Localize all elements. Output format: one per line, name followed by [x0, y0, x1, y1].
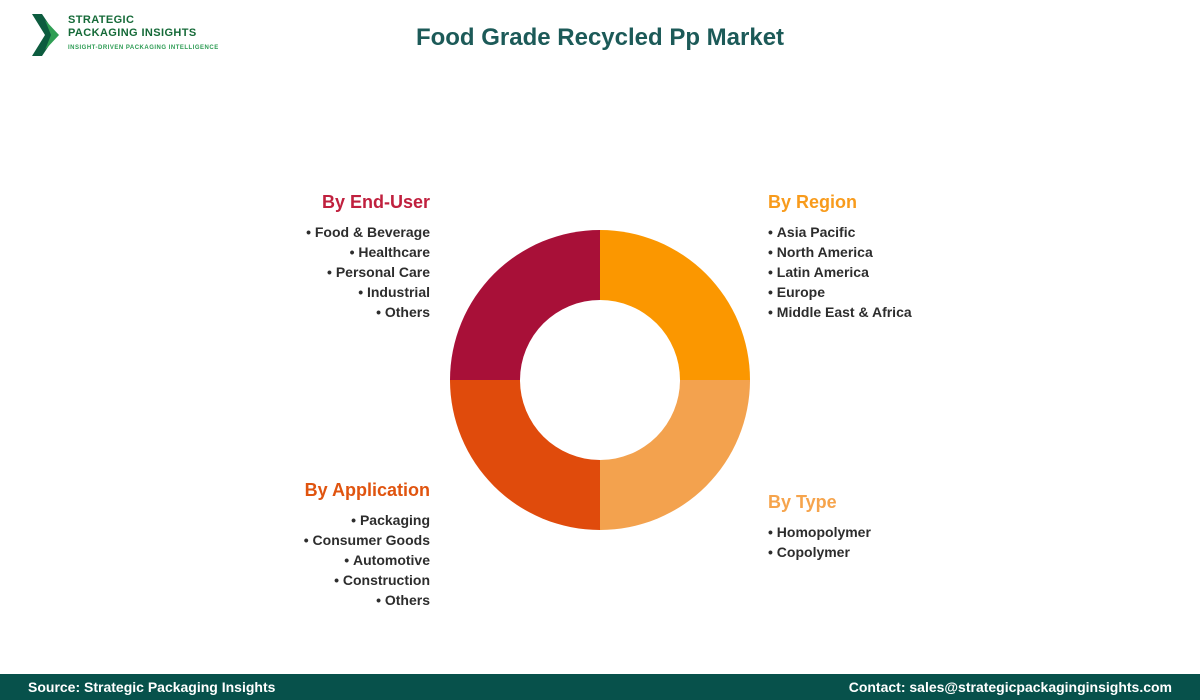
list-item: Middle East & Africa: [768, 302, 912, 322]
company-logo: STRATEGIC PACKAGING INSIGHTS INSIGHT-DRI…: [30, 12, 219, 63]
footer-contact: Contact: sales@strategicpackaginginsight…: [848, 679, 1172, 695]
section-by-end-user: By End-User Food & Beverage Healthcare P…: [306, 192, 430, 322]
list-item: Consumer Goods: [304, 530, 430, 550]
section-by-application: By Application Packaging Consumer Goods …: [304, 480, 430, 610]
list-item: Others: [306, 302, 430, 322]
list-item: Packaging: [304, 510, 430, 530]
section-by-type: By Type Homopolymer Copolymer: [768, 492, 871, 562]
list-item: Food & Beverage: [306, 222, 430, 242]
section-by-region: By Region Asia Pacific North America Lat…: [768, 192, 912, 322]
list-item: Europe: [768, 282, 912, 302]
logo-line1: STRATEGIC: [68, 14, 135, 26]
section-heading-end-user: By End-User: [321, 192, 430, 212]
list-item: Construction: [304, 570, 430, 590]
section-list-type: Homopolymer Copolymer: [768, 522, 871, 562]
logo-arrow-icon: [30, 12, 60, 63]
footer-source: Source: Strategic Packaging Insights: [28, 679, 276, 695]
list-item: Industrial: [306, 282, 430, 302]
page-title: Food Grade Recycled Pp Market: [415, 24, 785, 51]
list-item: Others: [304, 590, 430, 610]
section-heading-type: By Type: [768, 492, 837, 512]
list-item: Healthcare: [306, 242, 430, 262]
list-item: Copolymer: [768, 542, 871, 562]
donut-chart: [450, 230, 750, 530]
list-item: Latin America: [768, 262, 912, 282]
section-list-application: Packaging Consumer Goods Automotive Cons…: [304, 510, 430, 610]
section-heading-region: By Region: [768, 192, 858, 212]
logo-line2: PACKAGING INSIGHTS: [68, 27, 197, 39]
footer-bar: Source: Strategic Packaging Insights Con…: [0, 674, 1200, 700]
section-list-end-user: Food & Beverage Healthcare Personal Care…: [306, 222, 430, 322]
section-heading-application: By Application: [304, 480, 430, 500]
logo-text: STRATEGIC PACKAGING INSIGHTS INSIGHT-DRI…: [68, 12, 219, 51]
list-item: North America: [768, 242, 912, 262]
list-item: Homopolymer: [768, 522, 871, 542]
list-item: Asia Pacific: [768, 222, 912, 242]
section-list-region: Asia Pacific North America Latin America…: [768, 222, 912, 322]
logo-tagline: INSIGHT-DRIVEN PACKAGING INTELLIGENCE: [68, 45, 219, 51]
list-item: Personal Care: [306, 262, 430, 282]
donut-hole: [520, 300, 680, 460]
list-item: Automotive: [304, 550, 430, 570]
